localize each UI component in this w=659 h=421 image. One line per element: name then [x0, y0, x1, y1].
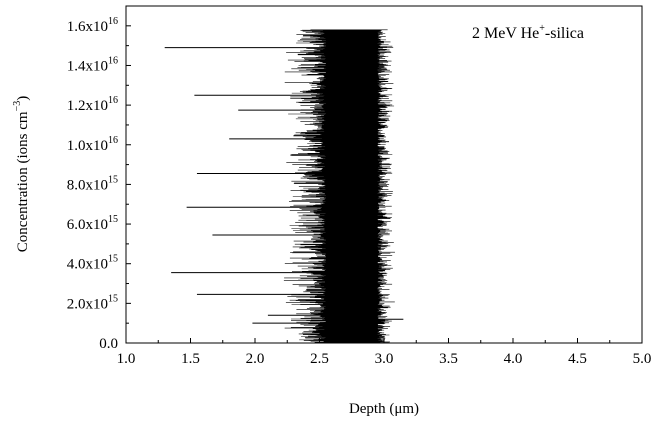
- y-tick-mantissa: 1.6x10: [67, 19, 108, 35]
- y-tick-mantissa: 1.0x10: [67, 138, 108, 154]
- x-tick-label: 5.0: [633, 351, 652, 367]
- y-tick-mantissa: 4.0x10: [67, 257, 108, 273]
- x-tick-label: 2.5: [310, 351, 329, 367]
- y-tick-label: 1.2x1016: [67, 95, 118, 114]
- x-tick-label: 1.5: [181, 351, 200, 367]
- y-tick-label: 8.0x1015: [67, 174, 118, 193]
- y-tick-label: 1.6x1016: [67, 16, 118, 35]
- y-tick-label: 0.0: [99, 336, 118, 352]
- x-tick-label: 3.5: [439, 351, 458, 367]
- x-axis: 1.0 1.5 2.0 2.5 3.0 3.5 4.0 4.5 5.0: [117, 338, 652, 367]
- y-tick-label: 6.0x1015: [67, 214, 118, 233]
- y-tick-label: 2.0x1015: [67, 293, 118, 312]
- y-tick-mantissa: 1.2x10: [67, 98, 108, 114]
- concentration-profile: [164, 29, 404, 344]
- y-axis-title-main: Concentration (ions cm: [15, 111, 31, 252]
- x-axis-title: Depth (μm): [349, 401, 419, 417]
- y-tick-exponent: 15: [108, 214, 118, 225]
- x-tick-label: 3.0: [375, 351, 394, 367]
- annotation-suffix: -silica: [545, 25, 584, 42]
- x-tick-label: 1.0: [117, 351, 136, 367]
- x-tick-label: 2.0: [246, 351, 265, 367]
- x-tick-label: 4.5: [568, 351, 587, 367]
- y-tick-exponent: 15: [108, 254, 118, 265]
- y-tick-exponent: 16: [108, 55, 118, 66]
- y-tick-mantissa: 2.0x10: [67, 296, 108, 312]
- y-axis-title-suffix: ): [15, 96, 31, 101]
- y-tick-label: 4.0x1015: [67, 254, 118, 273]
- y-tick-exponent: 15: [108, 293, 118, 304]
- y-tick-label: 1.0x1016: [67, 135, 118, 154]
- y-tick-mantissa: 0.0: [99, 336, 118, 352]
- profile-trace: [283, 29, 395, 344]
- y-tick-mantissa: 8.0x10: [67, 177, 108, 193]
- y-tick-mantissa: 6.0x10: [67, 217, 108, 233]
- x-tick-label: 4.0: [504, 351, 523, 367]
- y-tick-mantissa: 1.4x10: [67, 58, 108, 74]
- y-tick-exponent: 16: [108, 135, 118, 146]
- annotation: 2 MeV He+-silica: [472, 23, 584, 42]
- y-tick-exponent: 16: [108, 95, 118, 106]
- y-axis-title-sup: −3: [12, 101, 23, 112]
- annotation-main: 2 MeV He: [472, 25, 539, 42]
- y-tick-label: 1.4x1016: [67, 55, 118, 74]
- y-tick-exponent: 16: [108, 16, 118, 27]
- y-axis-title: Concentration (ions cm−3): [12, 96, 31, 252]
- y-axis: 0.02.0x10154.0x10156.0x10158.0x10151.0x1…: [67, 16, 131, 352]
- y-tick-exponent: 15: [108, 174, 118, 185]
- annotation-sup: +: [539, 23, 545, 34]
